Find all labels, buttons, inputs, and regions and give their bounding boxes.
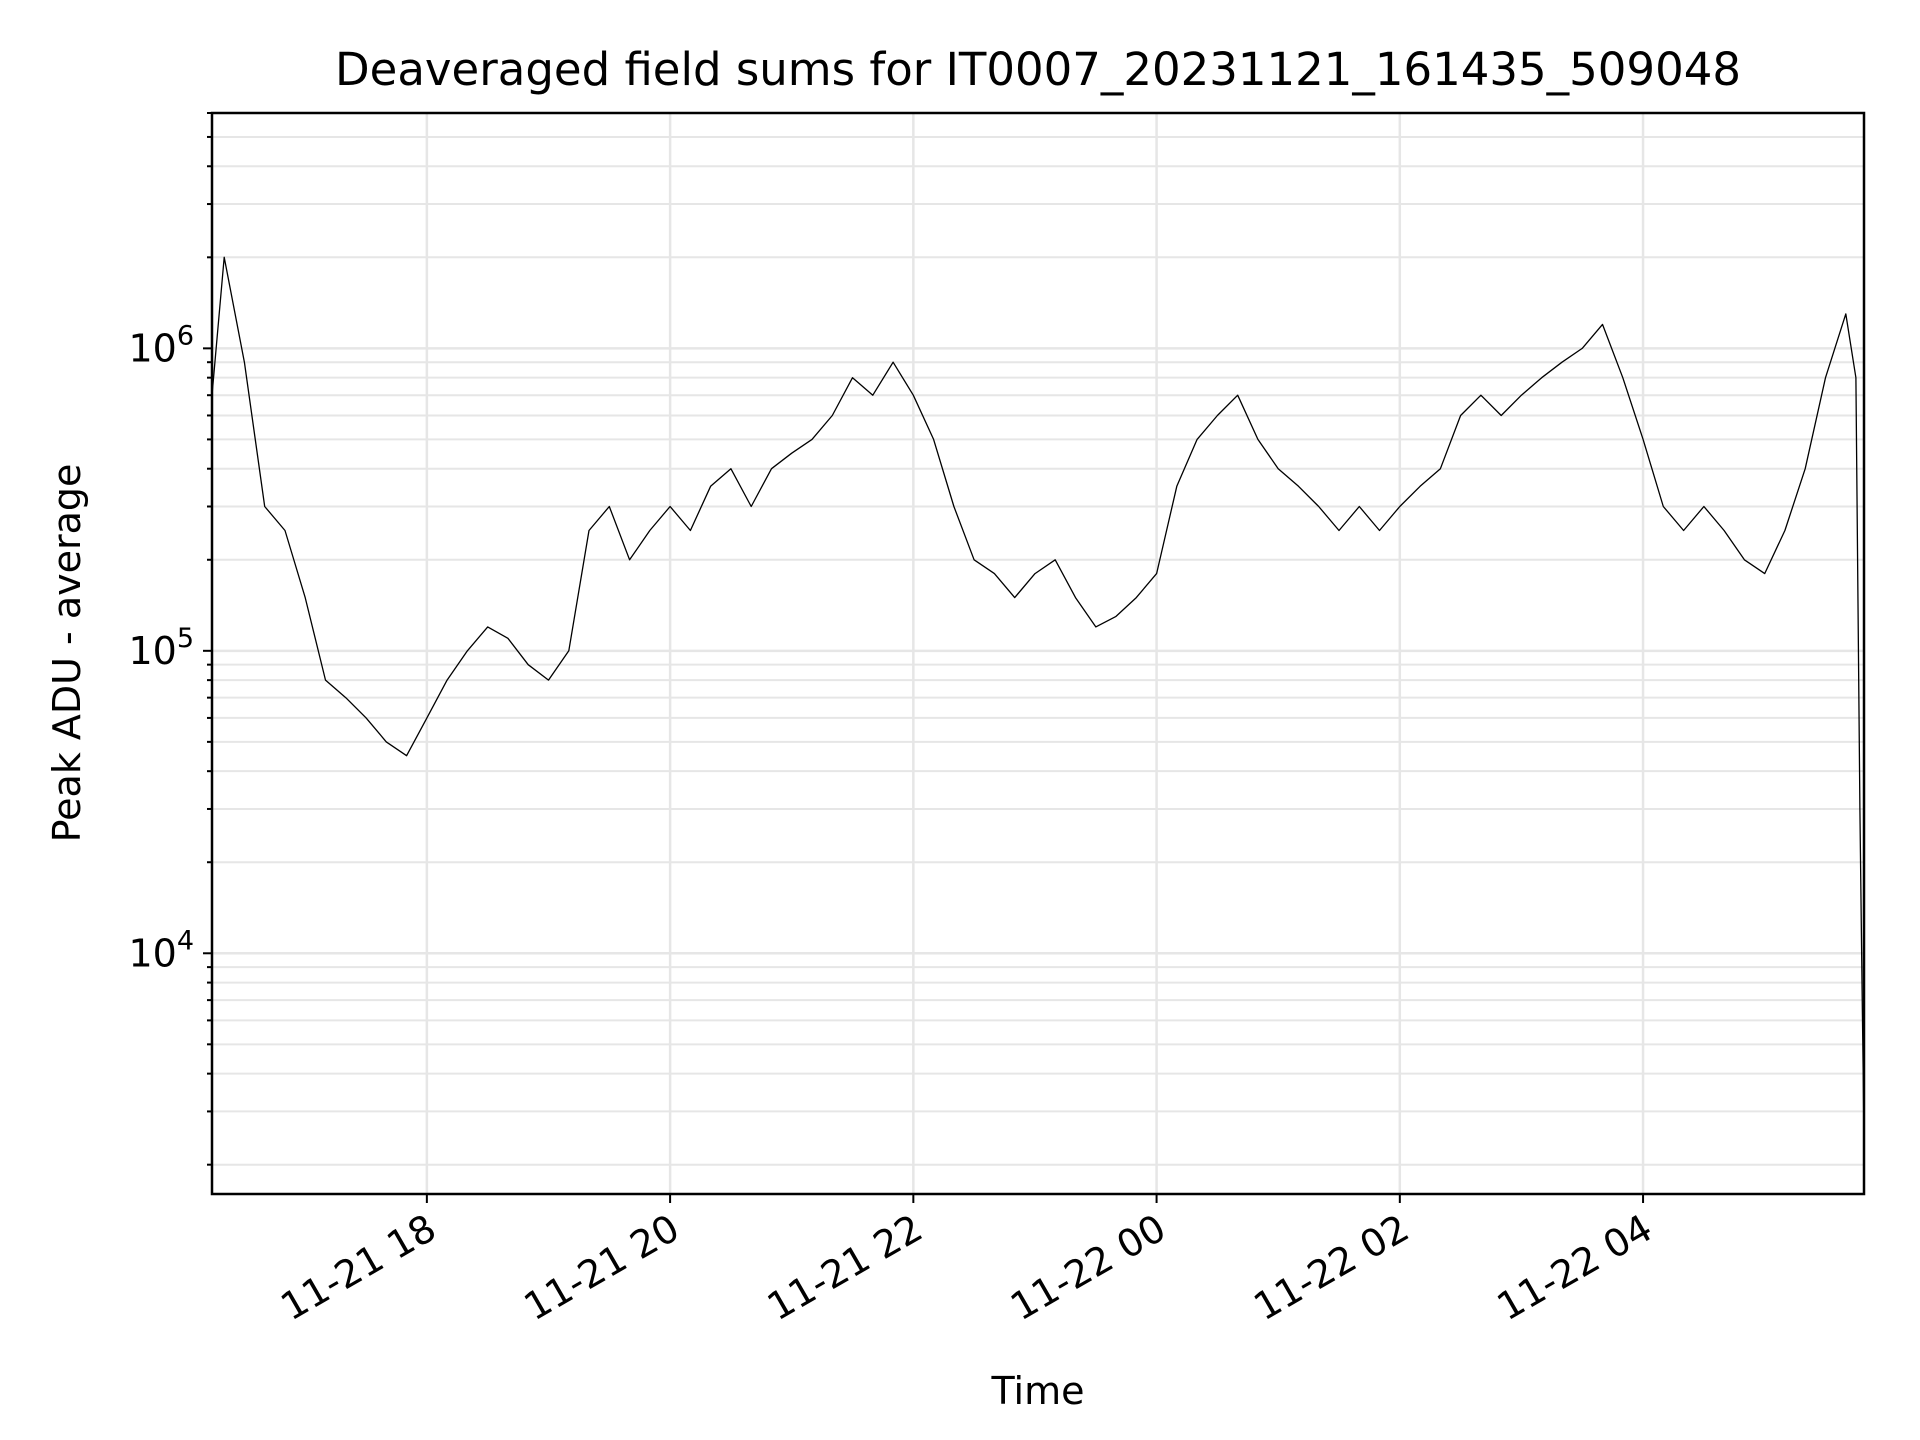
y-tick-label: 106 (128, 320, 194, 370)
y-tick-label: 105 (128, 623, 194, 673)
y-tick-label: 104 (128, 925, 194, 975)
grid (212, 112, 1864, 1194)
series-layer (211, 256, 1865, 1136)
y-axis: 104 105 106 (128, 112, 212, 1166)
series-line (211, 256, 1865, 1136)
plot-frame (210, 111, 1866, 1196)
chart-title: Deaveraged field sums for IT0007_2023112… (335, 43, 1741, 96)
y-axis-label: Peak ADU - average (45, 464, 89, 843)
x-axis-label: Time (991, 1369, 1085, 1413)
